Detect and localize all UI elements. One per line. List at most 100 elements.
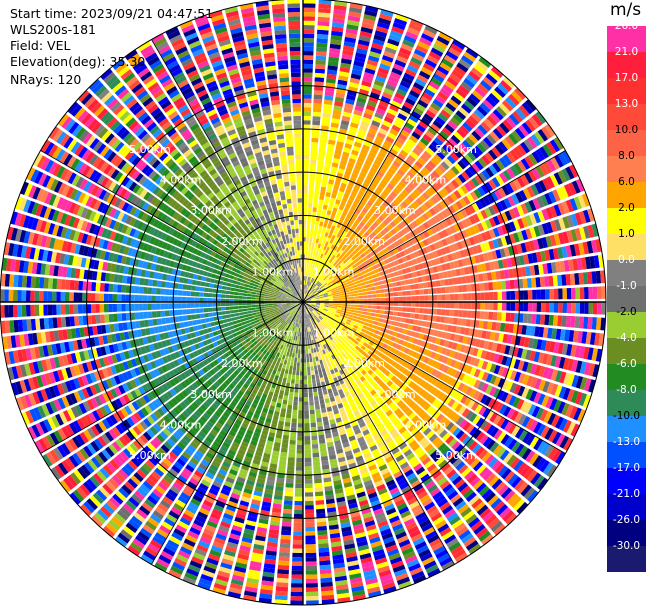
velocity-gate <box>329 197 336 203</box>
velocity-gate <box>428 343 435 351</box>
velocity-gate <box>303 388 308 393</box>
velocity-gate <box>461 258 468 267</box>
velocity-gate <box>316 312 321 316</box>
velocity-gate <box>407 93 418 103</box>
velocity-gate <box>523 302 529 312</box>
velocity-gate <box>322 108 332 114</box>
velocity-gate <box>481 169 491 180</box>
velocity-gate <box>472 429 482 440</box>
velocity-gate <box>446 357 453 366</box>
velocity-gate <box>405 97 416 106</box>
velocity-gate <box>397 306 403 312</box>
velocity-gate <box>422 382 431 390</box>
velocity-gate <box>314 280 319 285</box>
velocity-gate <box>471 202 480 212</box>
velocity-gate <box>361 336 367 342</box>
velocity-gate <box>303 362 307 367</box>
velocity-gate <box>507 423 517 435</box>
velocity-gate <box>552 248 560 260</box>
velocity-gate <box>303 68 313 73</box>
velocity-gate <box>418 333 425 340</box>
velocity-gate <box>328 297 334 300</box>
velocity-gate <box>315 305 320 308</box>
velocity-gate <box>382 279 388 285</box>
velocity-gate <box>535 111 547 124</box>
velocity-gate <box>308 353 312 358</box>
velocity-gate <box>515 107 527 120</box>
velocity-gate <box>510 302 516 311</box>
velocity-gate <box>374 281 380 286</box>
velocity-gate <box>324 95 334 101</box>
velocity-gate <box>303 59 314 65</box>
velocity-gate <box>530 472 542 485</box>
velocity-gate <box>575 375 584 389</box>
velocity-gate <box>471 130 482 141</box>
velocity-gate <box>371 290 377 295</box>
velocity-gate <box>381 143 391 152</box>
velocity-gate <box>426 228 434 236</box>
velocity-gate <box>308 392 313 398</box>
velocity-gate <box>561 343 569 356</box>
velocity-gate <box>375 108 386 116</box>
velocity-gate <box>442 84 454 94</box>
velocity-gate <box>337 79 348 86</box>
velocity-gate <box>327 143 335 150</box>
velocity-gate <box>325 313 330 317</box>
velocity-gate <box>303 128 311 134</box>
velocity-gate <box>566 215 574 228</box>
velocity-gate <box>505 368 513 379</box>
velocity-gate <box>592 286 598 299</box>
velocity-gate <box>497 302 503 311</box>
velocity-gate <box>397 238 404 245</box>
velocity-gate <box>549 234 557 247</box>
velocity-gate <box>350 304 355 307</box>
velocity-gate <box>370 286 376 291</box>
velocity-gate <box>401 76 413 85</box>
velocity-gate <box>328 56 340 63</box>
velocity-gate <box>332 280 337 285</box>
velocity-gate <box>385 297 390 302</box>
velocity-gate <box>331 289 336 293</box>
velocity-gate <box>346 297 351 300</box>
velocity-gate <box>484 396 492 407</box>
velocity-gate <box>311 352 315 358</box>
velocity-gate <box>484 351 492 361</box>
velocity-gate <box>408 364 416 372</box>
velocity-gate <box>374 200 381 208</box>
velocity-gate <box>304 401 309 406</box>
velocity-gate <box>365 104 376 112</box>
velocity-gate <box>490 191 499 202</box>
velocity-gate <box>538 326 545 338</box>
velocity-gate <box>485 331 492 340</box>
velocity-gate <box>418 120 429 130</box>
velocity-gate <box>554 355 562 368</box>
velocity-gate <box>309 259 312 264</box>
velocity-gate <box>399 109 410 118</box>
velocity-gate <box>352 168 360 175</box>
velocity-gate <box>294 392 299 398</box>
velocity-gate <box>300 319 303 324</box>
velocity-gate <box>339 186 346 193</box>
velocity-gate <box>380 9 394 17</box>
velocity-gate <box>453 66 466 77</box>
velocity-gate <box>312 107 322 113</box>
velocity-gate <box>303 29 315 34</box>
velocity-gate <box>315 500 325 506</box>
velocity-gate <box>497 366 505 376</box>
velocity-gate <box>304 405 309 411</box>
velocity-gate <box>317 164 324 170</box>
velocity-gate <box>313 103 322 109</box>
velocity-gate <box>317 21 330 27</box>
velocity-gate <box>438 177 447 187</box>
velocity-gate <box>506 334 513 344</box>
velocity-gate <box>306 595 319 601</box>
velocity-gate <box>325 246 330 252</box>
velocity-gate <box>386 278 392 284</box>
velocity-gate <box>427 315 433 321</box>
velocity-gate <box>559 371 567 384</box>
velocity-gate <box>312 448 319 454</box>
velocity-gate <box>337 168 345 174</box>
velocity-gate <box>323 270 328 275</box>
velocity-gate <box>452 39 466 50</box>
velocity-gate <box>381 275 387 280</box>
